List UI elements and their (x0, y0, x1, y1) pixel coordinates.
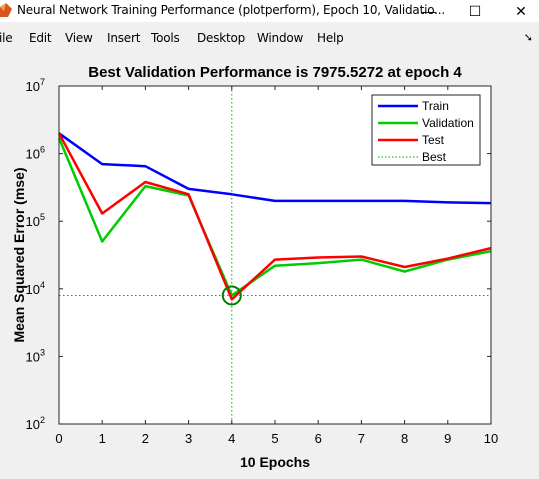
menu-window[interactable]: Window (257, 31, 304, 45)
menu-view[interactable]: View (65, 31, 93, 45)
x-tick-label: 9 (444, 431, 451, 446)
x-tick-label: 4 (228, 431, 235, 446)
y-tick-label: 103 (26, 347, 45, 364)
y-tick-label: 105 (26, 212, 45, 229)
x-tick-label: 10 (484, 431, 498, 446)
performance-chart: Best Validation Performance is 7975.5272… (11, 64, 499, 470)
x-tick-label: 3 (185, 431, 192, 446)
legend-box (371, 94, 481, 166)
y-tick-label: 102 (26, 415, 45, 432)
menu-help[interactable]: Help (317, 31, 344, 45)
menu-desktop[interactable]: Desktop (197, 31, 246, 45)
menu-insert[interactable]: Insert (107, 31, 141, 45)
x-tick-label: 7 (358, 431, 365, 446)
legend-label-best: Best (422, 150, 447, 164)
minimize-button[interactable]: — (407, 0, 451, 22)
y-tick-label: 104 (26, 280, 45, 297)
series-line-train (58, 132, 492, 205)
x-axis-label: 10 Epochs (240, 454, 310, 470)
close-button[interactable]: ✕ (499, 0, 539, 22)
x-tick-label: 0 (55, 431, 62, 446)
menu-tools[interactable]: Tools (151, 31, 180, 45)
series-line-test (57, 132, 492, 301)
menubar-overflow-icon[interactable]: ➘ (523, 32, 533, 44)
axis-ticks: 0 1 2 3 4 5 6 7 8 9 10 102 103 104 105 106 107 (26, 77, 499, 446)
maximize-button[interactable]: ☐ (453, 0, 497, 22)
figure-area: Best Validation Performance is 7975.5272… (0, 50, 539, 474)
x-tick-label: 6 (315, 431, 322, 446)
y-tick-label: 107 (26, 77, 45, 94)
legend: Train Validation Test Best (371, 94, 481, 166)
close-icon: ✕ (515, 2, 527, 19)
legend-label-test: Test (422, 133, 445, 147)
x-tick-label: 5 (271, 431, 278, 446)
window-titlebar: Neural Network Training Performance (plo… (0, 0, 539, 22)
menubar: ile Edit View Insert Tools Desktop Windo… (0, 26, 539, 50)
x-tick-label: 2 (142, 431, 149, 446)
y-axis-label: Mean Squared Error (mse) (11, 167, 27, 342)
best-marker-circle (221, 285, 242, 306)
x-tick-label: 1 (99, 431, 106, 446)
menu-file[interactable]: ile (0, 31, 13, 45)
window-title: Neural Network Training Performance (plo… (17, 3, 445, 17)
chart-title: Best Validation Performance is 7975.5272… (88, 64, 462, 81)
maximize-icon: ☐ (468, 2, 482, 19)
legend-label-validation: Validation (422, 116, 474, 130)
legend-label-train: Train (422, 99, 449, 113)
x-tick-label: 8 (401, 431, 408, 446)
menu-edit[interactable]: Edit (29, 31, 52, 45)
minimize-icon: — (422, 3, 436, 19)
y-tick-label: 106 (26, 145, 45, 162)
series-line-validation (57, 137, 492, 297)
matlab-app-icon (0, 3, 12, 17)
